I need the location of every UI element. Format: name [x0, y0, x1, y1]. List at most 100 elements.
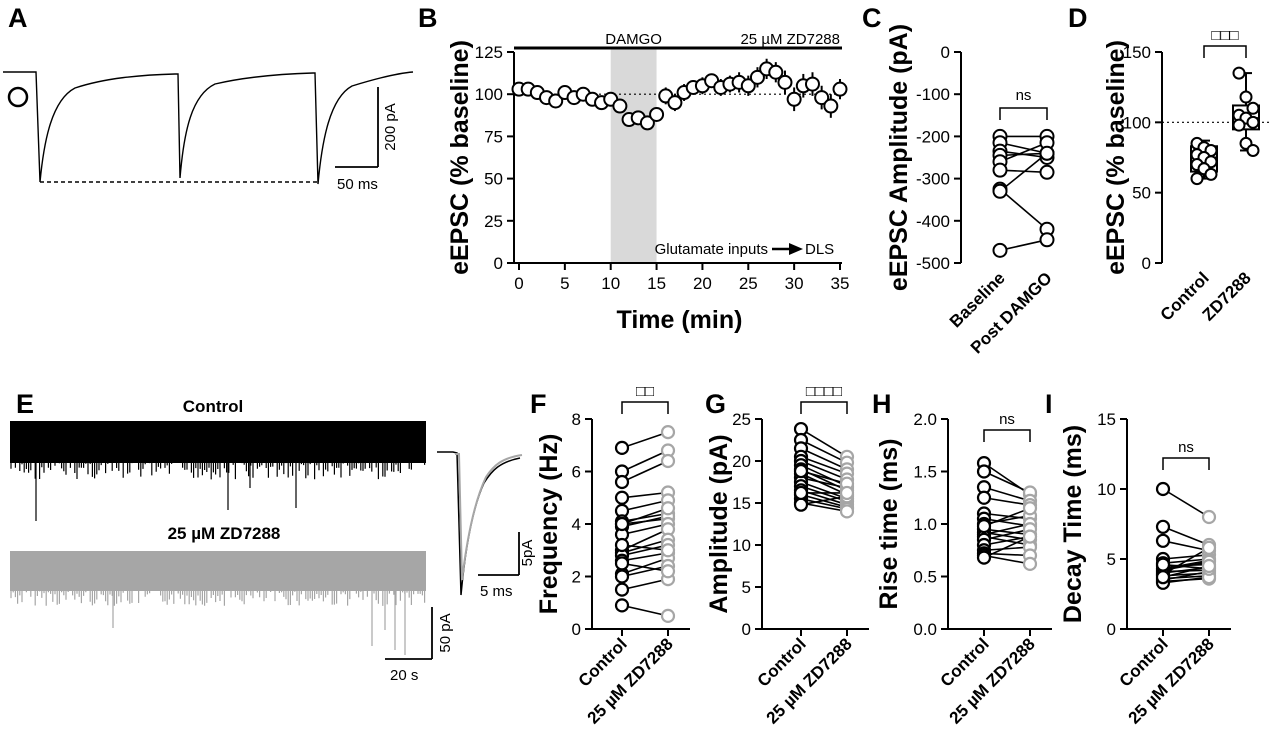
panel-g-point-control — [793, 497, 809, 512]
panel-f-pair-line — [621, 538, 669, 554]
panel-d-y-tick-label: 100 — [1123, 113, 1151, 132]
panel-c-point-post-damgo — [1039, 164, 1055, 180]
panel-f-significance-bracket — [621, 401, 669, 414]
panel-g-pair-line — [800, 502, 848, 513]
panel-h-point-control — [976, 464, 992, 479]
panel-f-point-treatment — [660, 453, 676, 469]
panel-c-point-post-damgo — [1039, 145, 1055, 161]
panel-f-y-tick-label: 0 — [572, 620, 581, 639]
damgo-shaded-region — [610, 49, 657, 263]
panel-g-pair-line — [800, 472, 848, 496]
panel-d-data-point — [1232, 118, 1246, 132]
panel-i-point-treatment — [1201, 540, 1217, 555]
panel-f-pair-line — [621, 528, 669, 551]
panel-b-data-points — [511, 58, 848, 131]
panel-c-y-tick-label: -200 — [916, 127, 950, 146]
panel-d-data-point — [1246, 143, 1260, 157]
panel-c-chart: 0 -100 -200 -300 -400 -500 eEPSC Amplitude (p… — [885, 24, 1056, 357]
panel-c-data-points — [992, 128, 1055, 258]
panel-c-pair-line — [999, 239, 1048, 252]
panel-f-point-control — [614, 569, 630, 584]
panel-h-significance-label: ns — [999, 411, 1015, 428]
panel-g-y-tick-label: 10 — [732, 536, 751, 555]
panel-g-axes: 0 5 10 15 20 25 — [732, 410, 869, 639]
panel-i-axes: 0 5 10 15 — [1097, 410, 1231, 639]
panel-d-data-point — [1232, 66, 1246, 80]
panel-i-pair-line — [1162, 559, 1210, 570]
panel-i-pair-line — [1162, 565, 1210, 578]
panel-d-data-point — [1246, 115, 1260, 129]
panel-c-y-tick-label: -300 — [916, 170, 950, 189]
panel-h-pair-line — [983, 554, 1031, 565]
panel-f-data-points — [614, 425, 676, 623]
panel-f-point-treatment — [660, 543, 676, 558]
panel-f-y-tick-label: 4 — [572, 515, 581, 534]
panel-f-pair-line — [621, 604, 669, 617]
panel-letter-B: B — [418, 3, 438, 33]
panel-i-pair-line — [1162, 526, 1210, 546]
panel-b-axes: 0 25 50 75 100 125 0 5 10 15 20 25 30 35 — [475, 43, 850, 293]
panel-i-point-treatment — [1201, 558, 1217, 574]
panel-c-pair-line — [999, 169, 1048, 174]
panel-h-pair-line — [983, 528, 1031, 536]
panel-g-pair-line — [800, 470, 848, 485]
panel-b-data-point — [749, 69, 765, 85]
panel-i-pair-line — [1162, 540, 1210, 552]
panel-d-data-points — [1190, 66, 1260, 186]
panel-f-pair-line — [621, 557, 669, 575]
inset-scale-label-current: 5pA — [519, 540, 536, 567]
panel-h-pair-line — [983, 470, 1031, 494]
panel-b-data-point — [639, 115, 655, 131]
panel-h-y-tick-label: 0.0 — [913, 620, 937, 639]
panel-f-y-tick-label: 2 — [572, 568, 581, 587]
panel-h-pair-line — [983, 546, 1031, 552]
panel-f-y-axis-label: Frequency (Hz) — [535, 434, 563, 615]
panel-g-pair-line — [800, 439, 848, 464]
panel-c-point-post-damgo — [1039, 232, 1055, 248]
panel-letter-H: H — [872, 389, 892, 419]
panel-b-data-point — [823, 98, 839, 114]
panel-i-data-points — [1155, 481, 1217, 590]
panel-f-point-control — [614, 490, 630, 505]
panel-b-x-tick-label: 0 — [514, 274, 523, 293]
panel-i-y-tick-label: 0 — [1107, 620, 1116, 639]
panel-letter-D: D — [1068, 3, 1088, 33]
control-trace-events — [10, 455, 426, 521]
panel-b-x-tick-label: 20 — [693, 274, 712, 293]
panel-g-pair-line — [800, 477, 848, 489]
panel-g-pair-line — [800, 447, 848, 471]
panel-b-y-tick-label: 0 — [494, 254, 503, 273]
panel-g-pair-line — [800, 498, 848, 510]
panel-b-data-point — [786, 91, 802, 107]
panel-g-y-tick-label: 25 — [732, 410, 751, 429]
panel-i-pair-line — [1162, 554, 1210, 560]
panel-b-data-point — [832, 81, 848, 97]
panel-f-axes: 0 2 4 6 8 — [572, 410, 690, 639]
panel-b-data-point — [667, 95, 683, 111]
panel-f-pair-line — [621, 431, 669, 449]
panel-c-y-tick-label: -400 — [916, 212, 950, 231]
panel-f-pair-line — [621, 562, 669, 573]
panel-d-axes: 0 50 100 150 — [1123, 43, 1163, 273]
panel-d-significance-label: □□□ — [1211, 27, 1238, 44]
panel-c-point-baseline — [992, 242, 1008, 258]
panel-c-y-tick-label: -500 — [916, 254, 950, 273]
panel-i-significance-bracket — [1162, 457, 1210, 470]
panel-h-pair-line — [983, 486, 1031, 502]
panel-i-y-tick-label: 15 — [1097, 410, 1116, 429]
panel-h-y-tick-label: 1.5 — [913, 463, 937, 482]
scale-label-current: 50 pA — [437, 613, 454, 652]
panel-letter-E: E — [16, 389, 34, 419]
panel-i-point-treatment — [1201, 509, 1217, 525]
eepsc-trace — [3, 71, 414, 185]
scale-label-time: 20 s — [390, 667, 418, 684]
panel-g-point-control — [793, 485, 809, 501]
panel-h-pair-line — [983, 523, 1031, 536]
panel-h-point-treatment — [1022, 529, 1038, 544]
panel-h-y-tick-label: 0.5 — [913, 568, 937, 587]
panel-h-pair-line — [983, 496, 1031, 506]
panel-b-x-tick-label: 30 — [785, 274, 804, 293]
